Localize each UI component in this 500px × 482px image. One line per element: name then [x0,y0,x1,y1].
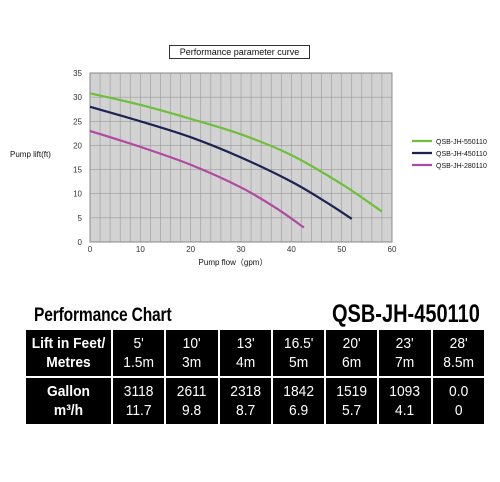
cell-line2: 5.7 [342,402,362,419]
x-tick-label: 50 [337,245,346,254]
x-tick-label: 40 [287,245,296,254]
cell-line1: 5' [133,335,144,352]
y-tick-label: 20 [73,141,82,150]
cell-line2: 7m [395,354,415,371]
row-header-lift-line2: Metres [46,354,91,371]
table-cell: 5' 1.5m [113,330,165,376]
cell-line2: 4.1 [395,402,415,419]
cell-line2: 6.9 [288,402,309,419]
x-tick-label: 60 [388,245,397,254]
cell-line2: 9.8 [182,402,202,419]
table-cell: 20' 6m [326,330,378,376]
cell-line1: 1842 [283,383,314,400]
cell-line2: 1.5m [123,354,154,371]
performance-curve-chart: 0 10 20 30 40 50 60 0 5 10 15 20 25 30 35 Pump flow（gpm… [10,69,487,267]
table-row-lift: Lift in Feet/Metres 5' 1.5m 10' 3m 13' 4m 1… [26,330,484,376]
row-header-lift-line1: Lift in Feet/ [31,335,106,352]
chart-title: Performance parameter curve [169,45,310,59]
cell-line2: 0 [454,402,463,419]
table-cell: 10' 3m [166,330,218,376]
row-header-flow-line1: Gallon [47,383,90,400]
table-cell: 0.0 0 [432,378,484,424]
cell-line1: 23' [396,335,415,352]
table-cell: 13' 4m [219,330,271,376]
cell-line2: 8.5m [442,354,474,371]
table-cell: 2318 8.7 [219,378,271,424]
cell-line1: 28' [449,335,468,352]
table-cell: 16.5' 5m [272,330,325,376]
cell-line1: 3118 [123,383,154,400]
y-tick-label: 15 [73,166,82,175]
cell-line2: 3m [182,354,202,371]
y-tick-label: 25 [73,117,82,126]
y-axis-label: Pump lift(ft) [10,150,51,159]
x-tick-label: 0 [88,245,93,254]
table-cell: 23' 7m [379,330,431,376]
table-row-flow: Gallon m³/h 3118 11.7 2611 9.8 2318 8.7 1842… [26,378,484,424]
y-tick-label: 0 [78,238,83,247]
series-line-qsb-jh-450110 [89,105,353,220]
cell-line1: 10' [182,335,201,352]
legend-label: QSB-JH-450110 [436,151,487,158]
cell-line1: 20' [342,335,361,352]
cell-line1: 16.5' [283,335,314,352]
cell-line1: 0.0 [448,383,468,400]
table-cell: 2611 9.8 [166,378,218,424]
series-line-qsb-jh-550110 [89,92,383,213]
y-tick-label: 35 [73,69,82,78]
x-axis-label: Pump flow（gpm） [199,258,268,267]
series-line-qsb-jh-280110 [89,129,305,229]
x-tick-label: 10 [136,245,145,254]
cell-line1: 13' [236,335,255,352]
model-title: QSB-JH-450110 [332,300,480,328]
cell-line1: 2318 [229,383,261,400]
x-tick-label: 20 [186,245,195,254]
legend-label: QSB-JH-550110 [436,139,487,146]
table-cell: 1842 6.9 [272,378,325,424]
cell-line2: 11.7 [125,402,152,419]
cell-line2: 5m [288,354,309,371]
table-cell: 3118 11.7 [113,378,165,424]
legend-label: QSB-JH-280110 [436,163,487,170]
y-tick-label: 30 [73,93,82,102]
cell-line2: 8.7 [235,402,255,419]
cell-line1: 1519 [336,383,368,400]
table-cell: 1093 4.1 [379,378,431,424]
performance-chart-title: Performance Chart [34,305,172,326]
row-header-flow-line2: m³/h [53,402,84,419]
performance-table: Lift in Feet/Metres 5' 1.5m 10' 3m 13' 4m 1… [24,328,486,426]
cell-line1: 1093 [389,383,421,400]
row-header-flow: Gallon m³/h [26,378,111,424]
cell-line2: 4m [235,354,255,371]
row-header-lift: Lift in Feet/Metres [26,330,111,376]
table-cell: 1519 5.7 [326,378,378,424]
cell-line1: 2611 [177,383,207,400]
x-tick-label: 30 [237,245,246,254]
table-cell: 28' 8.5m [432,330,484,376]
y-tick-label: 10 [73,190,82,199]
y-tick-label: 5 [78,214,83,223]
cell-line2: 6m [342,354,362,371]
